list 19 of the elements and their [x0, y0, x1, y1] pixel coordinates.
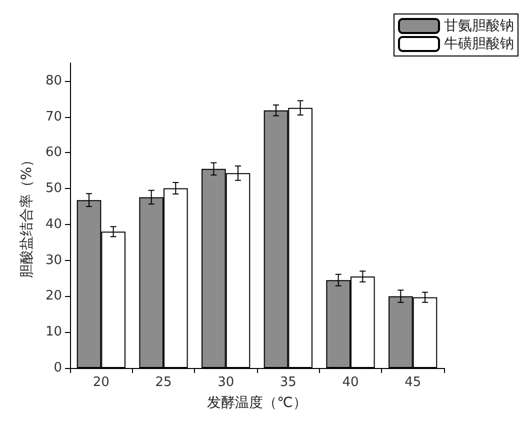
legend-label: 牛磺胆酸钠: [444, 36, 514, 52]
x-tick-label: 40: [342, 375, 359, 390]
legend-label: 甘氨胆酸钠: [444, 18, 514, 34]
y-tick-label: 30: [45, 252, 62, 268]
y-tick-label: 20: [45, 288, 62, 304]
y-tick-label: 80: [45, 73, 62, 88]
x-tick-label: 45: [404, 375, 422, 390]
x-tick-label: 30: [218, 375, 234, 390]
x-tick-label: 20: [92, 375, 110, 390]
x-tick-label: 25: [155, 375, 172, 390]
y-tick-label: 10: [45, 324, 62, 340]
y-tick-label: 60: [45, 145, 62, 160]
y-tick-label: 40: [45, 216, 62, 232]
y-tick-label: 50: [45, 181, 62, 196]
x-tick-label: 35: [280, 375, 296, 390]
x-axis-title: 发酵温度（℃）: [207, 395, 307, 411]
y-tick-label: 70: [45, 109, 62, 124]
y-tick-label: 0: [54, 360, 62, 376]
y-axis-title: 胆酸盐结合率（%）: [19, 152, 35, 278]
